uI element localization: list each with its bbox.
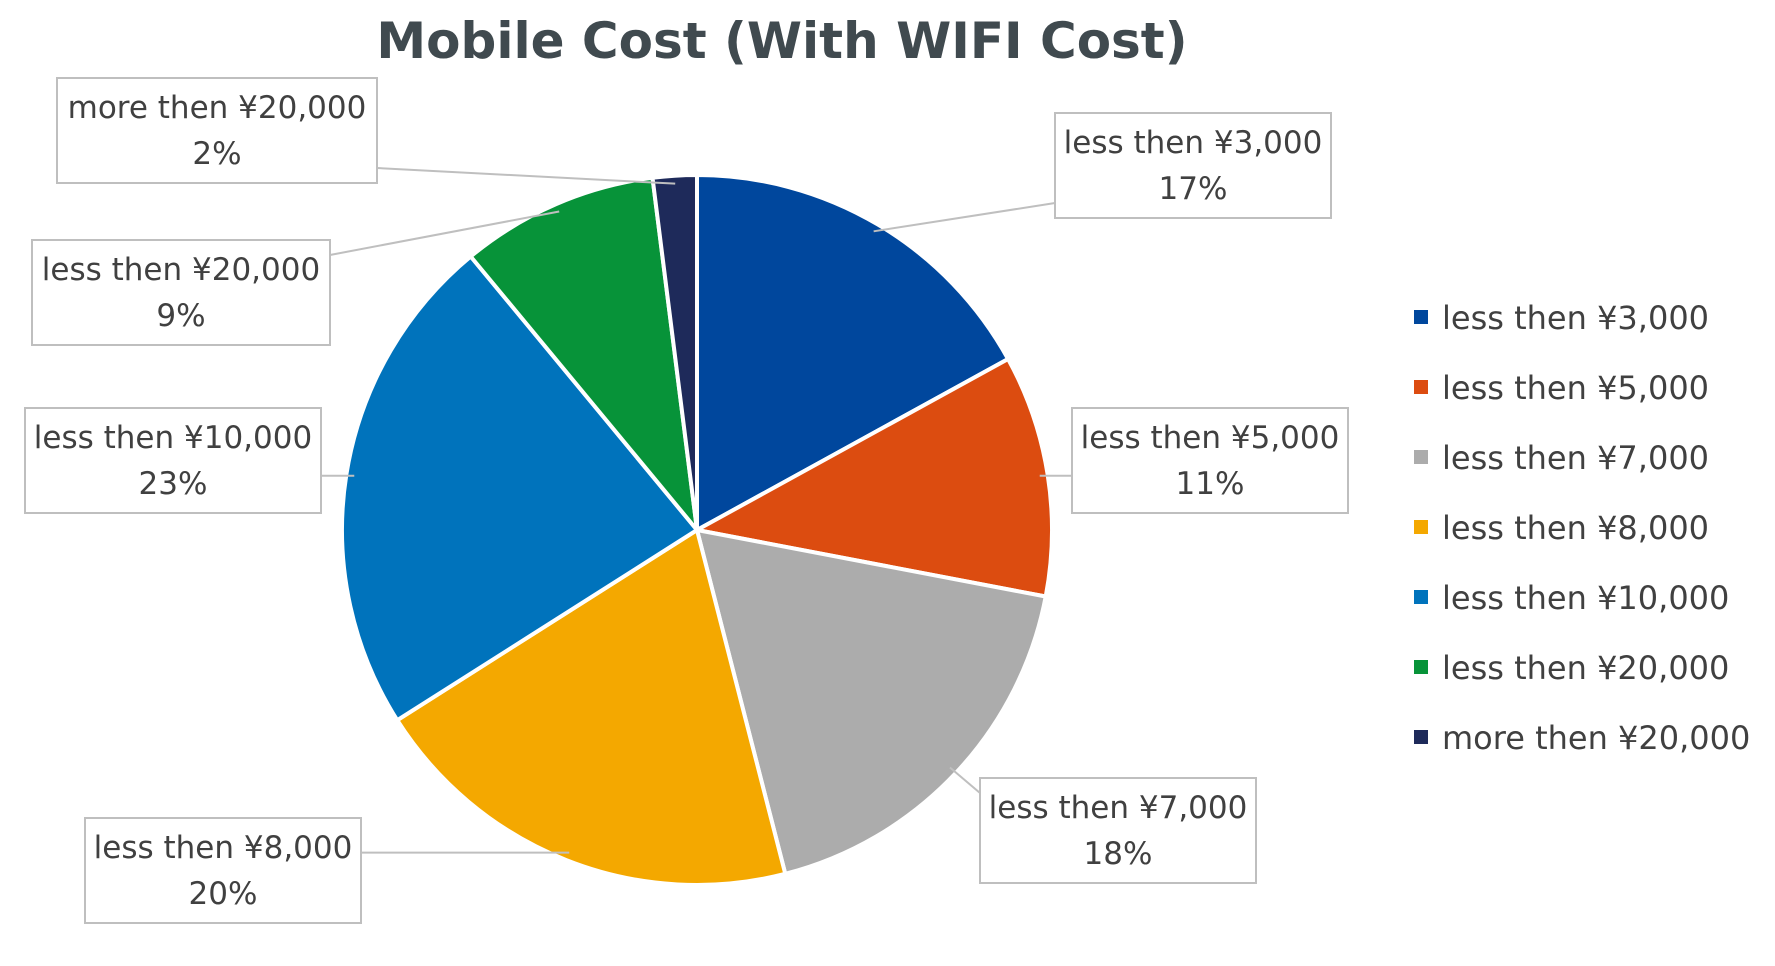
callout-box: [1071, 407, 1349, 514]
callout-box: [31, 239, 331, 346]
legend-swatch: [1414, 450, 1428, 464]
callout-category-label: less then ¥20,000: [42, 252, 320, 288]
callout-percent-label: 11%: [1176, 466, 1245, 502]
pie-slices: [340, 172, 1054, 887]
data-callout: less then ¥20,000 9%: [31, 239, 331, 346]
callout-percent-label: 9%: [156, 298, 205, 334]
legend-swatch: [1414, 380, 1428, 394]
callout-category-label: less then ¥5,000: [1081, 420, 1340, 456]
callout-percent-label: 17%: [1159, 171, 1228, 207]
callout-category-label: more then ¥20,000: [68, 90, 367, 126]
legend-label: less then ¥8,000: [1442, 509, 1709, 547]
callout-percent-label: 23%: [139, 466, 208, 502]
data-callout: less then ¥3,000 17%: [1054, 112, 1332, 219]
data-callout: less then ¥5,000 11%: [1071, 407, 1349, 514]
legend-swatch: [1414, 590, 1428, 604]
legend-label: less then ¥3,000: [1442, 299, 1709, 337]
callout-category-label: less then ¥3,000: [1064, 125, 1323, 161]
slice-6: [467, 175, 700, 537]
callout-leader: [329, 210, 560, 256]
data-callout: less then ¥7,000 18%: [979, 777, 1257, 884]
legend-label: less then ¥20,000: [1442, 649, 1729, 687]
callout-leader: [873, 202, 1056, 233]
callout-box: [84, 817, 362, 924]
callout-box: [1054, 112, 1332, 219]
callout-leaders: [321, 167, 1072, 854]
callout-leader: [376, 167, 676, 185]
slice-7: [650, 172, 699, 531]
slice-4: [394, 526, 788, 887]
callout-category-label: less then ¥8,000: [94, 830, 353, 866]
legend-label: less then ¥7,000: [1442, 439, 1709, 477]
callout-percent-label: 20%: [189, 876, 258, 912]
slice-5: [340, 253, 700, 723]
legend-swatch: [1414, 310, 1428, 324]
legend-swatch: [1414, 660, 1428, 674]
slice-2: [691, 356, 1054, 599]
callout-percent-label: 2%: [192, 136, 241, 172]
callout-category-label: less then ¥10,000: [34, 420, 312, 456]
data-callout: less then ¥8,000 20%: [84, 817, 362, 924]
legend-label: more then ¥20,000: [1442, 719, 1750, 757]
legend: less then ¥3,000 less then ¥5,000 less the…: [1414, 299, 1750, 757]
callout-box: [56, 77, 378, 184]
chart-title: Mobile Cost (With WIFI Cost): [376, 12, 1187, 70]
callout-box: [24, 407, 322, 514]
data-callout: less then ¥10,000 23%: [24, 407, 322, 514]
callout-category-label: less then ¥7,000: [989, 790, 1248, 826]
legend-label: less then ¥5,000: [1442, 369, 1709, 407]
callout-percent-label: 18%: [1084, 836, 1153, 872]
data-callout: more then ¥20,000 2%: [56, 77, 378, 184]
legend-label: less then ¥10,000: [1442, 579, 1729, 617]
legend-swatch: [1414, 730, 1428, 744]
slice-1: [695, 172, 1011, 534]
legend-swatch: [1414, 520, 1428, 534]
callout-leader: [949, 766, 981, 794]
callout-box: [979, 777, 1257, 884]
